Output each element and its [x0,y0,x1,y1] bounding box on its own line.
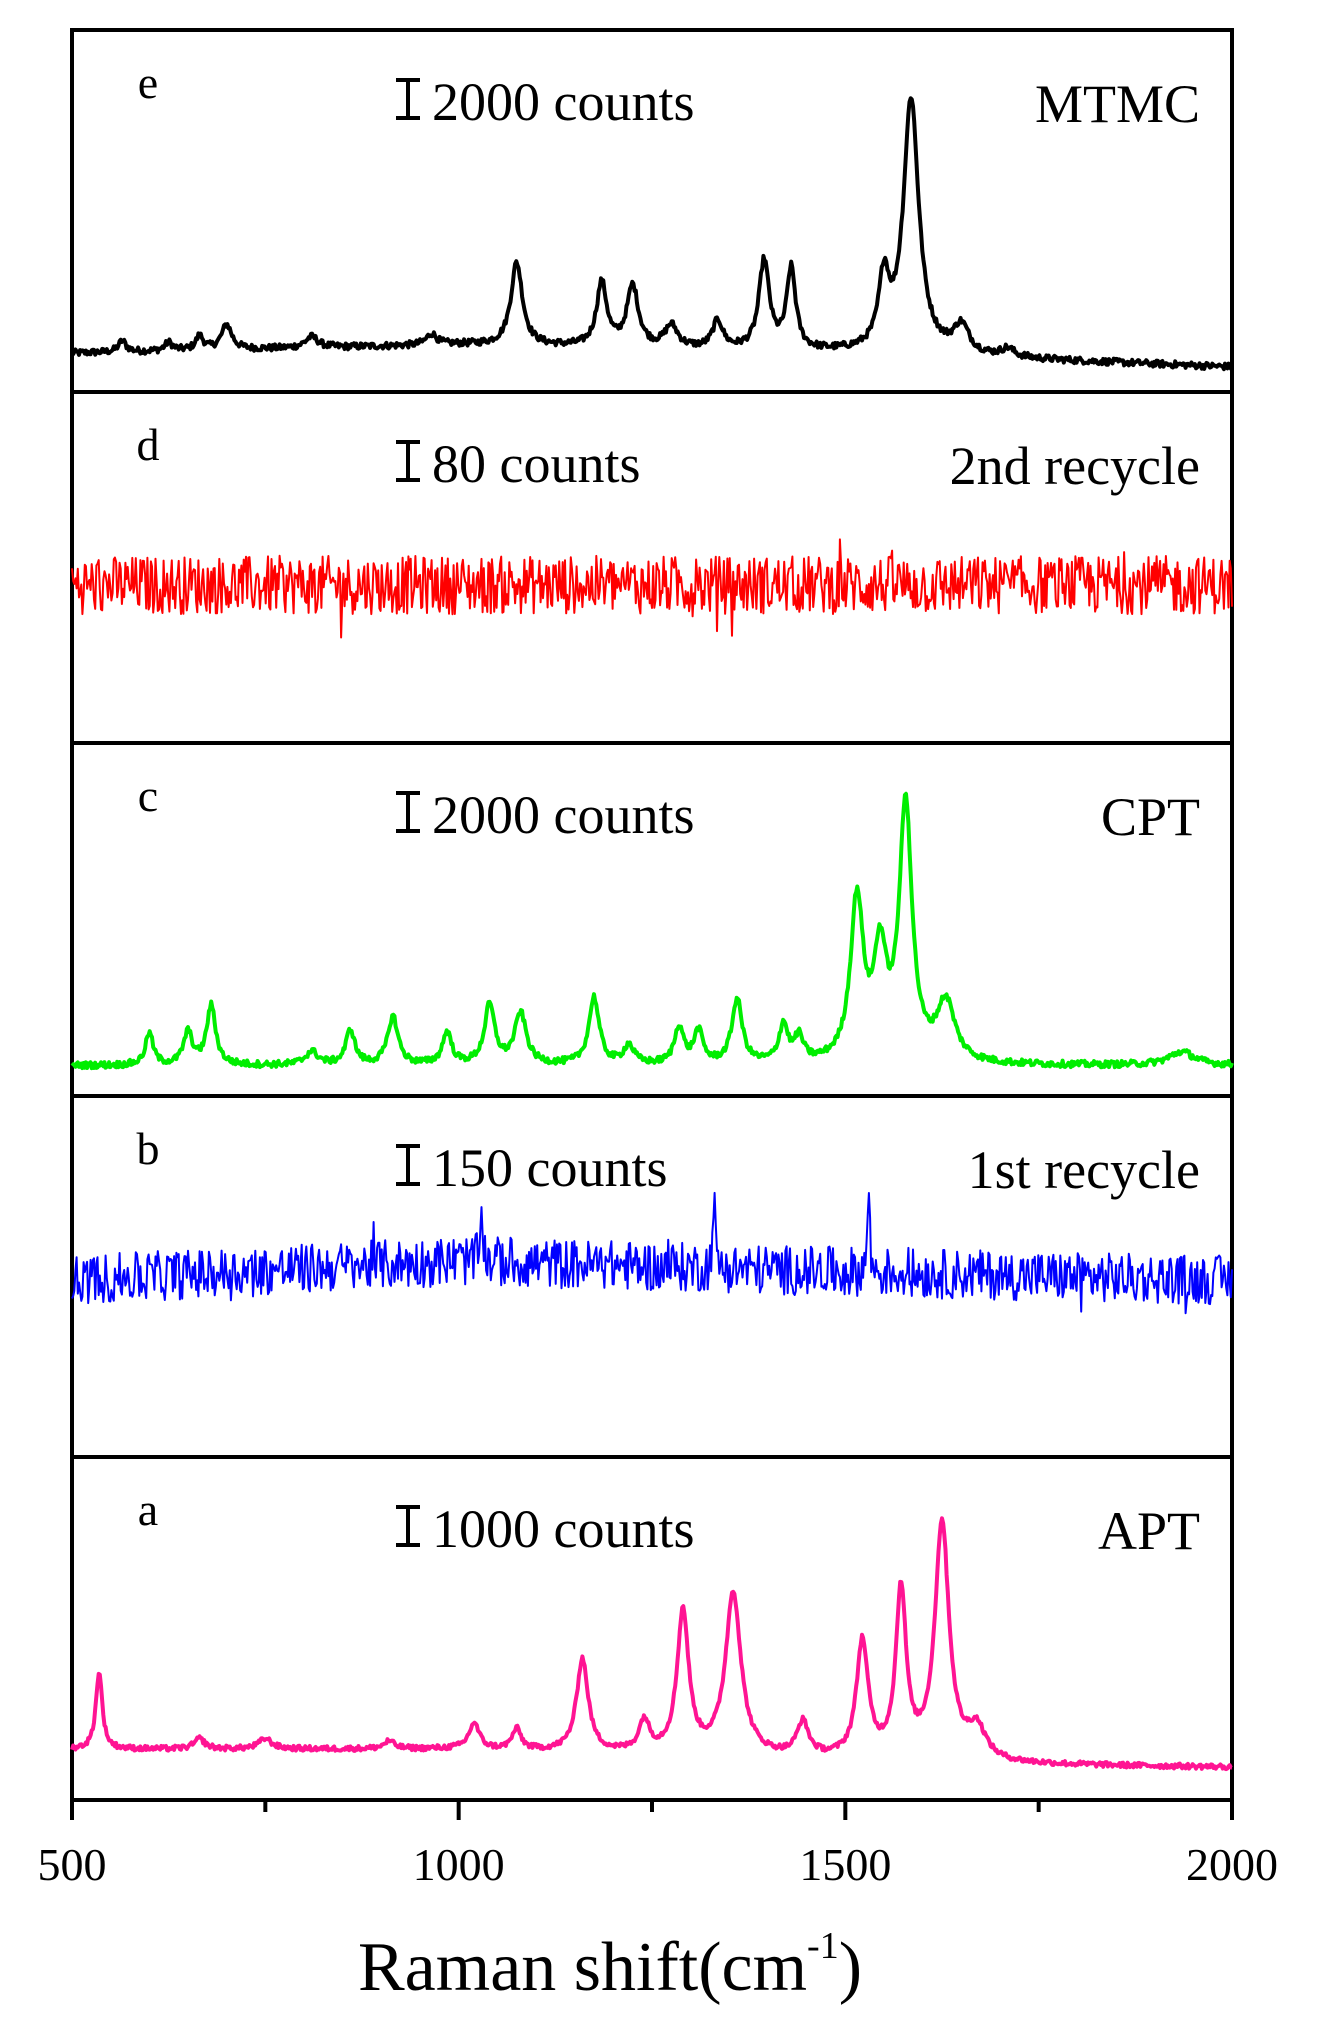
panel-a: a 1000 counts APT [70,1455,1234,1802]
panel-letter: c [138,770,158,821]
scale-label: 2000 counts [432,72,695,132]
scale-bar-icon [396,1505,420,1547]
series-line-c [70,791,1234,1071]
series-line-a [70,1516,1233,1772]
scale-label: 150 counts [432,1138,668,1198]
scale-bar-icon [396,440,420,482]
scale-bar-icon [396,791,420,833]
panel-b: b 150 counts 1st recycle [70,1094,1234,1459]
scale-label: 2000 counts [432,785,695,845]
scale-bar-icon [396,1144,420,1186]
series-line-e [70,96,1234,372]
panel-letter: d [137,419,160,470]
x-tick-label: 500 [38,1839,107,1890]
series-line-d [71,538,1233,639]
panel-letter: a [138,1484,158,1535]
sample-name: CPT [1101,787,1200,847]
panel-e: e 2000 counts MTMC [70,28,1234,394]
x-tick-label: 2000 [1186,1839,1278,1890]
panel-letter: e [138,57,158,108]
x-axis-title: Raman shift(cm-1) [358,1925,862,2006]
panel-d: d 80 counts 2nd recycle [70,390,1234,745]
scale-label: 80 counts [432,434,641,494]
x-tick-label: 1500 [799,1839,891,1890]
sample-name: 1st recycle [968,1140,1200,1200]
x-tick-label: 1000 [413,1839,505,1890]
scale-label: 1000 counts [432,1499,695,1559]
scale-bar-icon [396,78,420,120]
x-axis: 500 1000 1500 2000 [38,1800,1278,1890]
panels-group: e 2000 counts MTMC d 80 counts 2nd recycle c 20… [70,28,1234,1802]
sample-name: 2nd recycle [950,436,1200,496]
panel-letter: b [137,1123,160,1174]
sample-name: APT [1098,1501,1200,1561]
sample-name: MTMC [1035,74,1200,134]
panel-c: c 2000 counts CPT [70,741,1234,1098]
series-line-b [71,1191,1233,1315]
